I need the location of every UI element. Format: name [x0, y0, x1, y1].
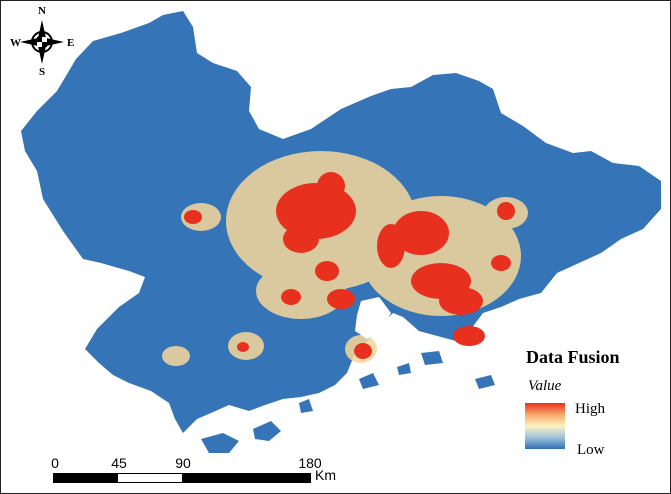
scale-tick-label: 45 [111, 455, 127, 471]
island [421, 351, 443, 365]
island [253, 421, 281, 441]
legend-subtitle: Value [528, 378, 562, 394]
compass-west-label: W [10, 37, 21, 49]
compass-rose-icon [20, 20, 64, 64]
island [359, 373, 379, 389]
scale-segment [182, 474, 310, 482]
compass-south-label: S [39, 66, 46, 78]
scale-tick-label: 180 [298, 455, 322, 471]
scale-segment [118, 474, 182, 482]
island [397, 363, 411, 375]
legend-color-ramp [525, 403, 565, 449]
legend-high-label: High [575, 401, 605, 417]
compass-east-label: E [67, 37, 75, 49]
urban-core-zones [184, 172, 515, 359]
scale-tick-label: 0 [51, 455, 59, 471]
island [475, 375, 495, 389]
island [299, 399, 313, 413]
scale-unit-label: Km [315, 467, 336, 483]
scale-tick-label: 90 [175, 455, 191, 471]
bay-water [355, 297, 391, 339]
island [187, 391, 197, 413]
compass-north-label: N [38, 5, 46, 17]
legend-low-label: Low [577, 442, 605, 458]
scale-segment [54, 474, 118, 482]
legend-title: Data Fusion [526, 347, 620, 367]
island [201, 433, 239, 453]
scale-bar [53, 473, 311, 483]
